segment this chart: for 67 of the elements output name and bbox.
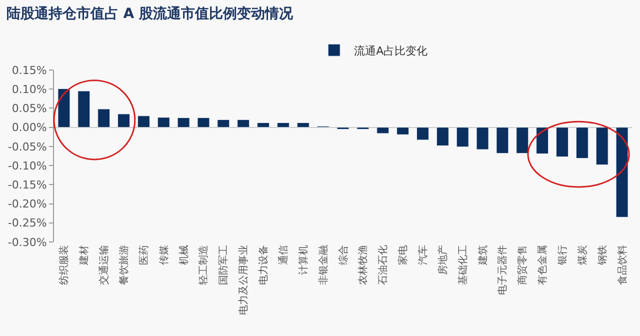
bar	[296, 122, 310, 128]
bar	[536, 127, 549, 154]
bar	[496, 127, 509, 154]
y-tick-label: 0.00%	[12, 121, 47, 134]
y-tick-label: -0.30%	[8, 236, 47, 249]
x-tick-label: 基础化工	[456, 245, 469, 285]
bar	[516, 127, 529, 154]
x-tick-label: 电子元器件	[496, 245, 509, 295]
x-tick-label: 家电	[397, 245, 410, 265]
bar	[118, 114, 130, 128]
x-tick-label: 电力及公用事业	[238, 245, 250, 315]
x-tick-label: 计算机	[297, 245, 310, 275]
y-tick-label: 0.15%	[12, 64, 47, 77]
x-tick-label: 医药	[138, 245, 150, 265]
x-tick-label: 传媒	[158, 245, 170, 265]
x-tick-label: 综合	[337, 245, 350, 265]
x-tick-label: 农林牧渔	[357, 245, 370, 285]
bar	[616, 127, 628, 218]
bar	[257, 122, 270, 128]
bar	[177, 118, 190, 128]
x-tick-label: 机械	[178, 245, 190, 265]
bar	[197, 118, 210, 128]
x-tick-label: 煤炭	[576, 245, 588, 265]
y-tick-label: 0.10%	[12, 82, 47, 96]
bar	[98, 108, 110, 128]
x-tick-label: 建筑	[476, 245, 489, 266]
bar	[456, 127, 469, 148]
x-tick-label: 食品饮料	[616, 245, 628, 285]
bar	[78, 90, 90, 128]
y-tick-label: -0.15%	[8, 178, 47, 192]
y-tick-label: 0.05%	[12, 102, 47, 116]
y-tick-label: -0.10%	[8, 159, 47, 172]
x-tick-label: 国防军工	[218, 245, 230, 285]
bar	[58, 88, 70, 128]
bar	[576, 127, 588, 159]
bar	[476, 127, 489, 150]
bar	[217, 119, 230, 128]
y-tick-label: -0.05%	[8, 140, 47, 154]
chart-title: 陆股通持仓市值占 A 股流通市值比例变动情况	[6, 5, 294, 22]
bar	[157, 117, 170, 128]
x-tick-label: 电力设备	[258, 245, 270, 285]
x-tick-label: 建材	[78, 245, 90, 266]
x-tick-label: 有色金属	[536, 245, 549, 285]
bar	[556, 127, 568, 158]
bar	[436, 127, 449, 146]
x-tick-label: 纺织服装	[58, 245, 70, 285]
bar	[237, 119, 250, 128]
bar	[137, 116, 150, 128]
x-tick-label: 银行	[557, 245, 568, 266]
bar	[276, 122, 290, 128]
x-tick-label: 通信	[277, 245, 290, 265]
bar	[416, 127, 429, 140]
y-tick-label: -0.25%	[8, 216, 47, 230]
x-tick-label: 交通运输	[98, 245, 110, 285]
x-tick-label: 钢铁	[596, 245, 608, 266]
x-tick-label: 石油石化	[377, 245, 390, 285]
x-tick-label: 房地产	[436, 245, 449, 275]
x-tick-label: 餐饮旅游	[118, 245, 130, 285]
x-tick-label: 轻工制造	[198, 245, 210, 285]
y-tick-label: -0.20%	[8, 198, 47, 211]
x-tick-label: 汽车	[416, 245, 429, 265]
legend-label: 流通A占比变化	[354, 44, 428, 58]
x-tick-label: 商贸零售	[516, 245, 529, 285]
x-tick-label: 非银金融	[317, 245, 330, 285]
bar	[396, 127, 410, 135]
bar	[376, 127, 390, 134]
bar	[596, 127, 608, 166]
